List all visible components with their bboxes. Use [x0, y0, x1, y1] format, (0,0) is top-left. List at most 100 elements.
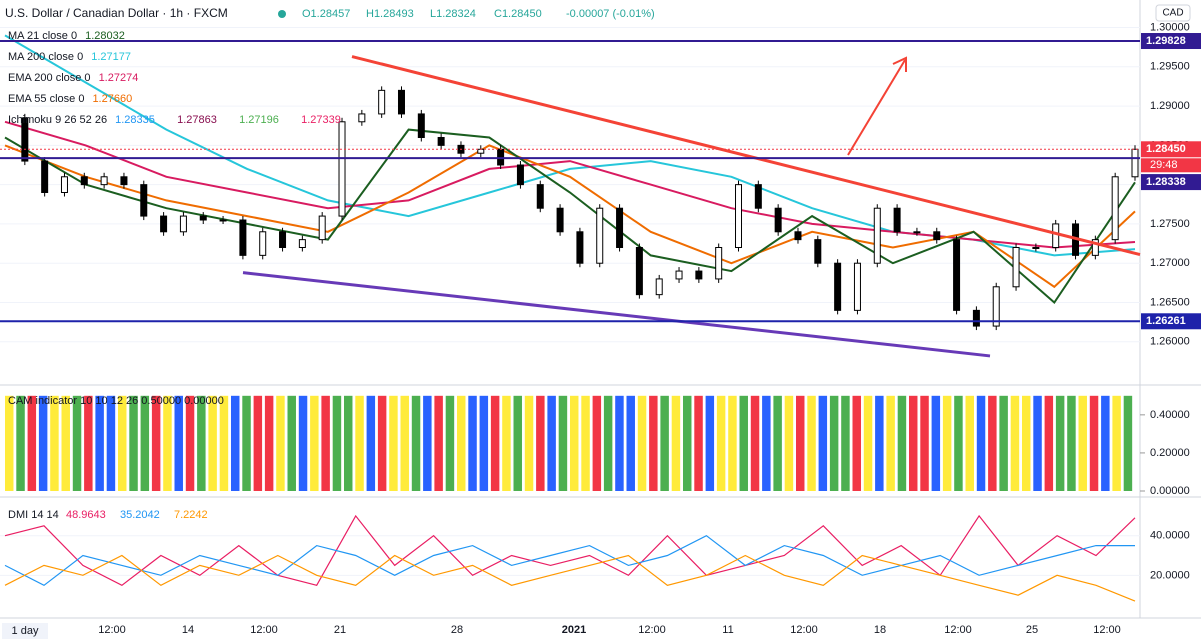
cam-bar: [694, 395, 703, 491]
candle-body: [1091, 239, 1099, 256]
cam-bar: [829, 395, 839, 491]
y-tick-label: 0.20000: [1150, 447, 1190, 459]
candle-body: [556, 207, 564, 233]
candle-body: [160, 215, 168, 233]
candle-body: [259, 231, 267, 256]
currency-box: [1155, 4, 1191, 22]
countdown-bg: [1141, 158, 1201, 173]
price-label-bg: [1141, 313, 1201, 330]
cam-bar: [457, 395, 466, 491]
y-tick-label: 40.0000: [1150, 530, 1190, 542]
cam-bar: [389, 395, 398, 491]
indicator-name: EMA 200 close 0: [8, 72, 91, 84]
cam-bar: [728, 395, 737, 491]
candle-body: [1032, 247, 1040, 249]
x-tick-label: 11: [722, 624, 733, 636]
cam-bar: [671, 395, 681, 491]
x-tick-label: 28: [451, 624, 463, 636]
ohlc-value: C1.28450: [494, 8, 542, 20]
y-tick-label: 20.0000: [1150, 569, 1190, 581]
candle-body: [80, 176, 88, 186]
x-tick-label: 12:00: [944, 624, 972, 636]
candle-body: [913, 231, 921, 234]
indicator-value: 1.27660: [92, 93, 132, 105]
arrow: [847, 56, 907, 156]
price-label-bg: [1141, 33, 1201, 50]
y-tick-label: 0.40000: [1150, 409, 1190, 421]
cam-bar: [377, 395, 387, 491]
cam-bar: [942, 395, 952, 491]
candle-body: [437, 137, 445, 146]
x-tick-label: 25: [1026, 624, 1038, 636]
candle-body: [417, 113, 425, 139]
indicator-value: 1.27196: [239, 114, 279, 126]
cam-bar: [796, 395, 805, 491]
dmi-title: DMI 14 14: [8, 509, 59, 521]
cam-bar: [818, 395, 828, 491]
range-button-bg[interactable]: [2, 623, 48, 639]
range-button[interactable]: 1 day: [12, 625, 39, 637]
cam-bar: [909, 395, 918, 491]
cam-bar: [558, 395, 568, 491]
cam-bar: [84, 395, 93, 491]
status-dot: [278, 10, 286, 18]
indicator-value: 1.27339: [301, 114, 341, 126]
candle-body: [239, 219, 247, 256]
legend-entry: 7.2242: [174, 509, 208, 521]
ma-line: [4, 128, 1136, 305]
ohlc-value: O1.28457: [302, 8, 350, 20]
candle-body: [794, 231, 802, 241]
cam-bar: [208, 395, 217, 491]
ohlc-value: L1.28324: [430, 8, 476, 20]
y-tick-label: 1.30000: [1150, 21, 1190, 33]
candle-body: [1052, 223, 1060, 249]
candle-body: [774, 207, 782, 233]
trendline: [351, 55, 1141, 257]
cam-bar: [16, 395, 25, 491]
candle-body: [953, 239, 961, 311]
candle-body: [893, 207, 901, 233]
indicator-name: MA 21 close 0: [8, 30, 77, 42]
chart-title: U.S. Dollar / Canadian Dollar · 1h · FXC…: [5, 6, 228, 20]
cam-bar: [547, 395, 556, 491]
ohlc-value: H1.28493: [366, 8, 414, 20]
cam-bar: [841, 395, 850, 491]
candle-body: [338, 121, 346, 217]
candle-body: [199, 215, 207, 221]
cam-bar: [750, 395, 760, 491]
candle-body: [596, 207, 604, 264]
cam-bar: [163, 395, 172, 491]
cam-bar: [1022, 395, 1031, 491]
cam-bar: [468, 395, 477, 491]
indicator-name: EMA 55 close 0: [8, 93, 84, 105]
cam-bar: [355, 395, 364, 491]
x-tick-label: 12:00: [98, 624, 126, 636]
countdown: 29:48: [1150, 159, 1178, 171]
cam-bar: [637, 395, 647, 491]
cam-bar: [1055, 395, 1065, 491]
x-tick-label: 21: [334, 624, 346, 636]
candle-body: [516, 164, 524, 186]
candle-body: [834, 262, 842, 311]
cam-bar: [615, 395, 624, 491]
cam-bar: [716, 395, 726, 491]
cam-bar: [400, 395, 409, 491]
candle-body: [60, 176, 68, 194]
cam-bar: [570, 395, 579, 491]
cam-bar: [524, 395, 534, 491]
x-tick-label: 12:00: [638, 624, 666, 636]
cam-bar: [999, 395, 1008, 491]
price-label-bg: [1141, 141, 1201, 158]
x-tick-label: 12:00: [1093, 624, 1121, 636]
cam-bar: [1044, 395, 1054, 491]
candle-body: [477, 148, 485, 154]
y-tick-label: 1.27500: [1150, 218, 1190, 230]
cam-bar: [988, 395, 997, 491]
indicator-value: 1.28335: [115, 114, 155, 126]
cam-bar: [886, 395, 895, 491]
cam-bar: [50, 395, 59, 491]
candle-body: [814, 239, 822, 264]
cam-bar: [423, 395, 432, 491]
